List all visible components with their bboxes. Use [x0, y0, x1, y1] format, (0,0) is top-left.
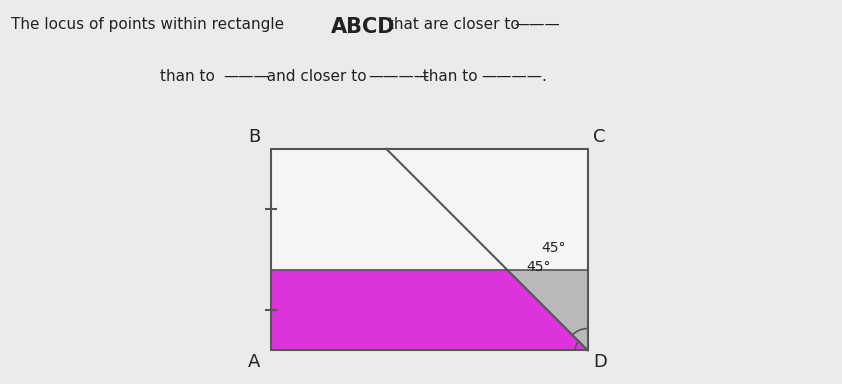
Text: 45°: 45°	[526, 260, 552, 274]
Text: B: B	[248, 128, 261, 146]
Text: A: A	[248, 353, 261, 371]
Polygon shape	[271, 270, 588, 350]
Text: ————.: ————.	[482, 69, 547, 84]
Text: ———: ———	[514, 17, 560, 32]
Text: 45°: 45°	[541, 241, 566, 255]
Text: ABCD: ABCD	[331, 17, 396, 37]
Text: than to: than to	[160, 69, 220, 84]
Text: than to: than to	[413, 69, 482, 84]
Polygon shape	[507, 270, 588, 350]
Text: ———: ———	[223, 69, 269, 84]
Text: The locus of points within rectangle: The locus of points within rectangle	[11, 17, 289, 32]
Text: ————: ————	[368, 69, 429, 84]
Text: that are closer to: that are closer to	[383, 17, 525, 32]
Polygon shape	[271, 149, 588, 350]
Text: C: C	[593, 128, 605, 146]
Text: and closer to: and closer to	[257, 69, 371, 84]
Text: D: D	[593, 353, 607, 371]
